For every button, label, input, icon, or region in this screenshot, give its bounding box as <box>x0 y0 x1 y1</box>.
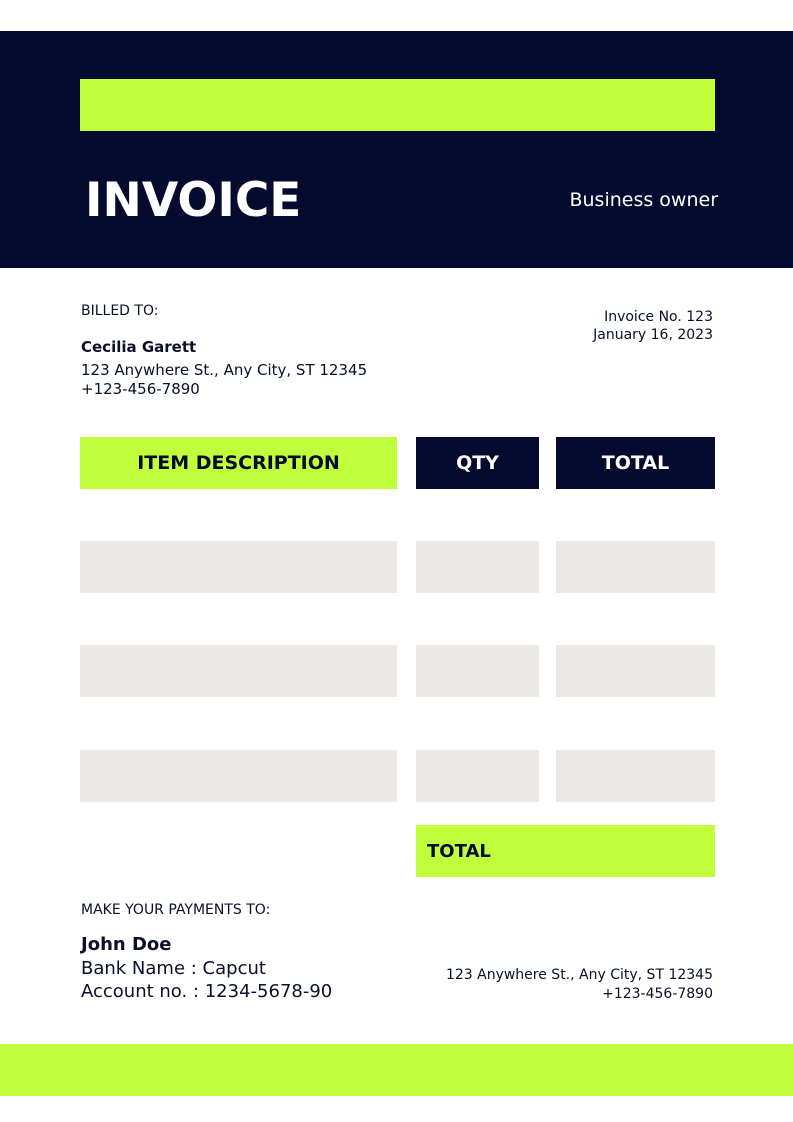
total-cell[interactable] <box>556 645 715 697</box>
business-owner: Business owner <box>569 189 718 211</box>
header-item-description: ITEM DESCRIPTION <box>80 437 397 489</box>
contact-address: 123 Anywhere St., Any City, ST 12345 <box>445 967 713 983</box>
grand-total-label: TOTAL <box>427 840 491 862</box>
footer-band <box>0 1044 793 1096</box>
client-phone: +123-456-7890 <box>81 380 200 398</box>
payee-name: John Doe <box>81 934 172 955</box>
item-description-cell[interactable] <box>80 645 397 697</box>
total-cell[interactable] <box>556 750 715 802</box>
header-total: TOTAL <box>556 437 715 489</box>
invoice-number: Invoice No. 123 <box>604 309 713 325</box>
item-description-cell[interactable] <box>80 541 397 593</box>
total-cell[interactable] <box>556 541 715 593</box>
qty-cell[interactable] <box>416 645 539 697</box>
qty-cell[interactable] <box>416 541 539 593</box>
client-name: Cecilia Garett <box>81 338 197 356</box>
invoice-date: January 16, 2023 <box>593 327 713 343</box>
contact-phone: +123-456-7890 <box>602 986 713 1002</box>
account-number: Account no. : 1234-5678-90 <box>81 981 333 1002</box>
header-accent-bar <box>80 79 715 131</box>
billed-to-label: BILLED TO: <box>81 303 159 319</box>
qty-cell[interactable] <box>416 750 539 802</box>
header-qty: QTY <box>416 437 539 489</box>
grand-total-bar: TOTAL <box>416 825 715 877</box>
item-description-cell[interactable] <box>80 750 397 802</box>
page-title: INVOICE <box>85 173 302 228</box>
bank-name: Bank Name : Capcut <box>81 958 266 979</box>
payment-label: MAKE YOUR PAYMENTS TO: <box>81 902 271 918</box>
header-band <box>0 31 793 268</box>
client-address: 123 Anywhere St., Any City, ST 12345 <box>81 361 368 379</box>
